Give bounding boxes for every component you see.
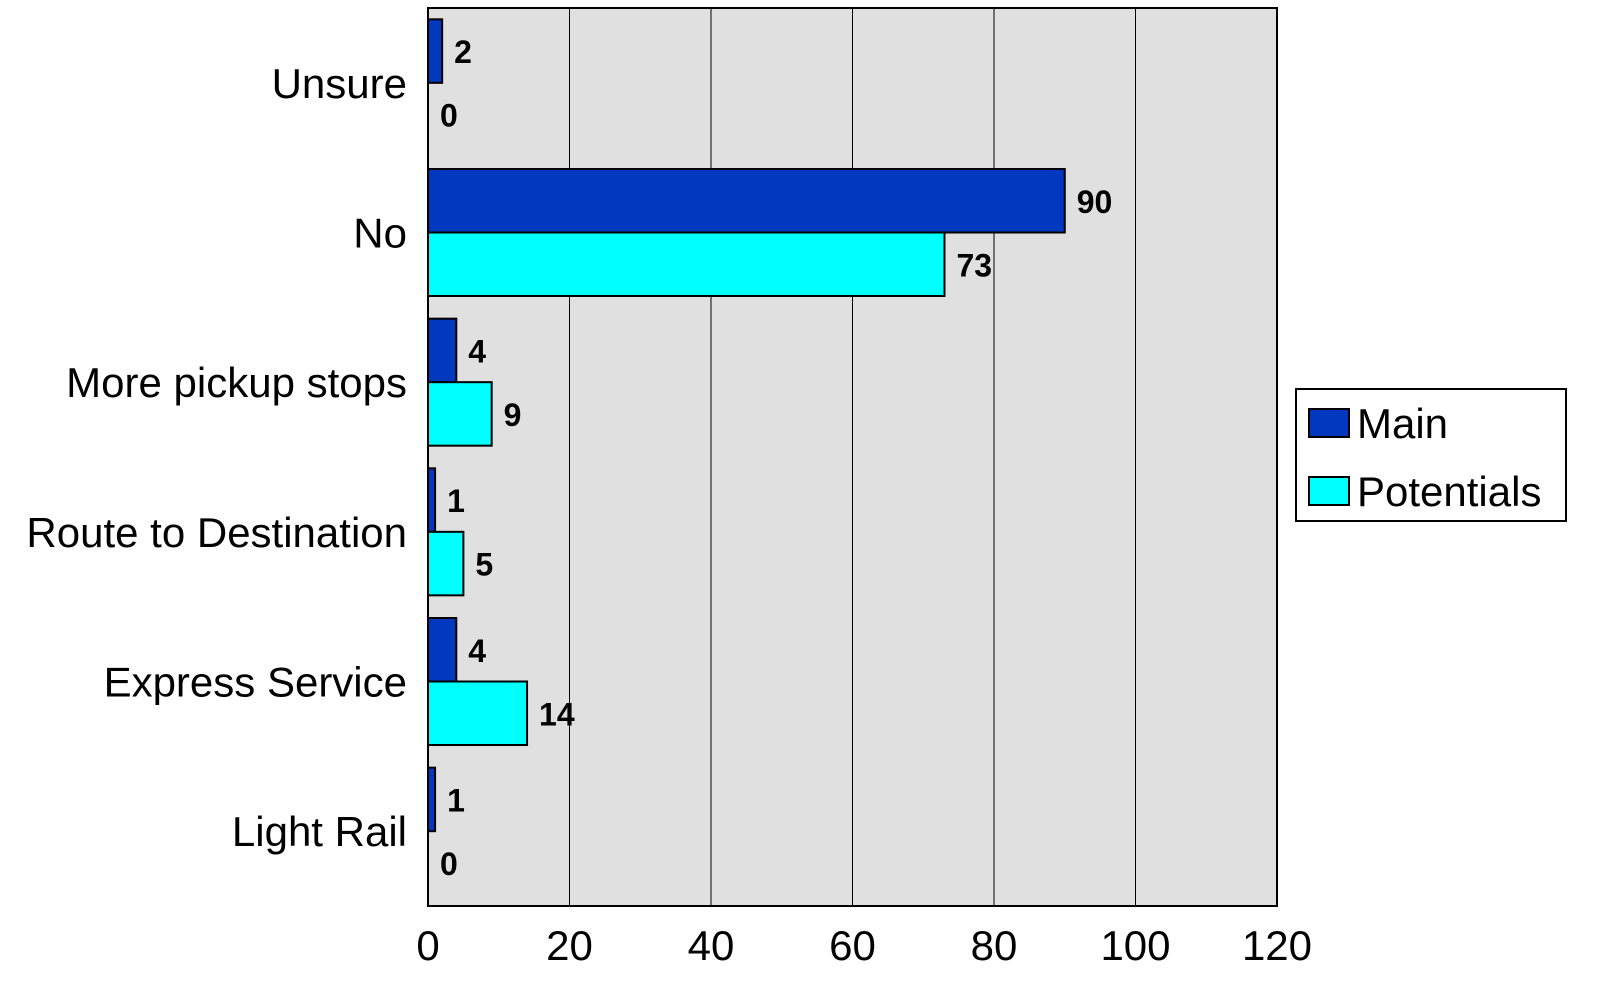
legend-swatch-main [1308, 408, 1350, 438]
category-label-light-rail: Light Rail [232, 808, 407, 855]
value-label-main-unsure: 2 [454, 34, 472, 70]
value-label-main-more-pickup-stops: 4 [468, 333, 486, 369]
legend: Main Potentials [1295, 388, 1567, 522]
bar-potentials-no [427, 231, 946, 297]
category-label-route-to-destination: Route to Destination [26, 509, 407, 556]
x-tick-label-100: 100 [1100, 922, 1170, 969]
x-tick-label-80: 80 [971, 922, 1018, 969]
category-label-more-pickup-stops: More pickup stops [66, 359, 407, 406]
category-label-unsure: Unsure [272, 60, 407, 107]
category-label-express-service: Express Service [104, 659, 407, 706]
bar-main-express-service [427, 617, 458, 683]
bars [427, 18, 1066, 833]
x-tick-label-0: 0 [416, 922, 439, 969]
bar-main-more-pickup-stops [427, 317, 458, 384]
value-label-main-light-rail: 1 [447, 782, 465, 818]
value-label-potentials-express-service: 14 [539, 696, 575, 732]
value-label-potentials-unsure: 0 [440, 98, 458, 134]
x-tick-label-20: 20 [546, 922, 593, 969]
category-label-no: No [353, 210, 407, 257]
bar-main-light-rail [427, 766, 437, 833]
bar-potentials-more-pickup-stops [427, 381, 493, 447]
x-tick-label-120: 120 [1242, 922, 1312, 969]
value-label-potentials-route-to-destination: 5 [475, 547, 493, 583]
bar-main-unsure [427, 18, 444, 84]
value-label-main-route-to-destination: 1 [447, 483, 465, 519]
bar-potentials-route-to-destination [427, 530, 465, 597]
gridlines [569, 8, 1136, 906]
legend-label-main: Main [1357, 400, 1448, 447]
value-label-main-express-service: 4 [468, 633, 486, 669]
bar-potentials-express-service [427, 680, 529, 746]
value-label-potentials-no: 73 [956, 247, 992, 283]
x-tick-label-40: 40 [688, 922, 735, 969]
value-label-potentials-light-rail: 0 [440, 846, 458, 882]
plot-border [427, 7, 1278, 907]
value-label-main-no: 90 [1077, 184, 1113, 220]
bar-main-no [427, 168, 1066, 234]
bar-main-route-to-destination [427, 467, 437, 533]
legend-label-potentials: Potentials [1357, 468, 1541, 515]
x-tick-label-60: 60 [829, 922, 876, 969]
category-labels: Unsure No More pickup stops Route to Destin… [26, 60, 407, 855]
value-label-potentials-more-pickup-stops: 9 [504, 397, 522, 433]
x-axis-tick-labels: 0 20 40 60 80 100 120 [416, 922, 1312, 969]
legend-swatch-potentials [1308, 476, 1350, 506]
